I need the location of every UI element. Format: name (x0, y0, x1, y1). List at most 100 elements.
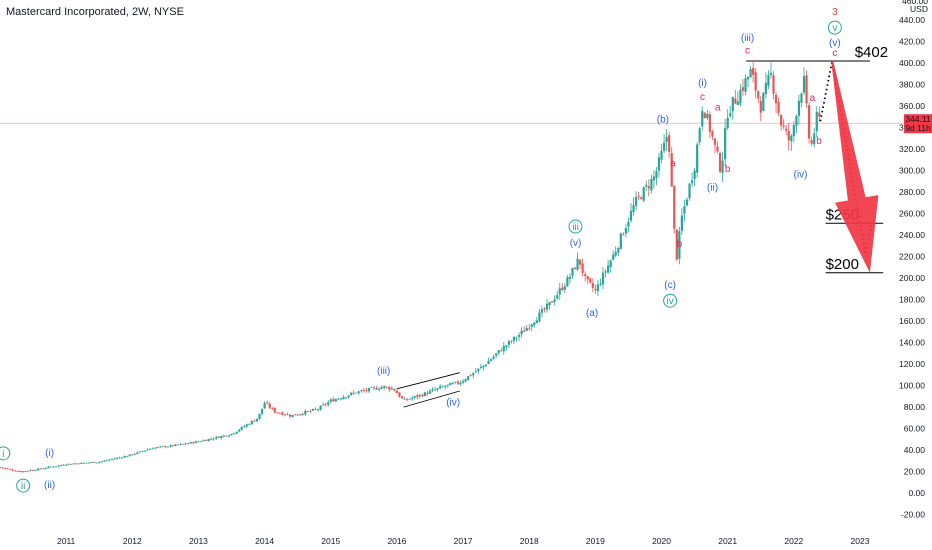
candle-body (235, 431, 238, 434)
candle-body (439, 386, 442, 389)
candle-body (357, 391, 360, 394)
candle-body (6, 468, 9, 470)
candle-body (632, 205, 635, 212)
candle-body (652, 176, 656, 181)
candle-body (151, 448, 154, 450)
y-tick-label: 240.00 (899, 230, 925, 240)
candle-body (754, 72, 757, 91)
candle-body (67, 463, 70, 465)
y-tick-label: -20.00 (901, 510, 925, 520)
candle-body (642, 187, 645, 201)
candle-body (423, 392, 427, 397)
candle-body (141, 451, 144, 452)
candle-body (701, 111, 704, 127)
candle-body (706, 113, 709, 119)
candle-body (495, 353, 498, 356)
candle-body (309, 410, 312, 412)
candle-body (634, 196, 638, 206)
x-tick-label: 2018 (520, 536, 539, 546)
candle-body (52, 466, 55, 468)
candle-body (538, 312, 541, 322)
candle-body (215, 436, 218, 439)
candle-body (65, 464, 68, 466)
candle-body (657, 157, 661, 171)
wave-label: b (725, 164, 731, 175)
y-tick-label: 260.00 (899, 209, 925, 219)
y-tick-label: 20.00 (904, 467, 926, 477)
wave-label: i (2, 449, 4, 460)
candle-body (238, 429, 241, 432)
candle-body (278, 413, 281, 414)
candle-body (604, 271, 607, 273)
candle-body (601, 272, 605, 285)
candle-body (258, 413, 261, 419)
candle-body (44, 468, 47, 469)
candle-body (489, 359, 493, 361)
candle-body (492, 356, 495, 359)
candle-body (545, 303, 549, 310)
candle-body (9, 468, 12, 470)
candle-body (408, 398, 411, 400)
x-tick-label: 2011 (57, 536, 76, 546)
wave-label: (a) (586, 308, 598, 319)
candle-body (75, 463, 78, 465)
candle-body (566, 277, 569, 287)
candle-body (260, 408, 264, 414)
candle-body (98, 462, 101, 463)
candle-body (339, 398, 343, 400)
candle-body (217, 436, 220, 438)
wave-label-circle (663, 293, 678, 308)
candle-body (523, 330, 526, 332)
x-tick-label: 2020 (652, 536, 671, 546)
candle-body (306, 411, 309, 412)
candle-body (418, 394, 421, 397)
y-tick-label: 380.00 (899, 80, 925, 90)
candle-body (543, 308, 546, 310)
candle-body (467, 376, 470, 380)
candle-body (591, 283, 594, 289)
y-tick-label: 420.00 (899, 37, 925, 47)
level-label: $402 (855, 44, 888, 61)
candle-body (177, 444, 180, 446)
wave-label: c (832, 48, 837, 59)
candle-body (314, 409, 317, 411)
y-tick-label: 0.00 (908, 488, 925, 498)
candle-body (232, 433, 236, 435)
candle-body (749, 69, 752, 78)
candle-body (792, 125, 795, 137)
candle-body (128, 454, 131, 457)
candle-body (528, 327, 531, 329)
candle-body (741, 87, 745, 91)
candle-body (171, 445, 175, 447)
y-tick-label: 280.00 (899, 187, 925, 197)
candle-body (187, 443, 190, 445)
candle-body (744, 78, 747, 92)
candle-body (690, 180, 694, 184)
candle-body (283, 414, 287, 416)
candle-body (500, 350, 503, 352)
candle-body (662, 142, 666, 151)
candle-body (375, 388, 378, 390)
candle-body (586, 276, 589, 280)
projection (819, 60, 879, 273)
candle-body (291, 414, 294, 417)
candle-body (85, 462, 88, 464)
candle-body (207, 438, 210, 442)
candle-body (729, 113, 732, 117)
candle-body (372, 387, 376, 389)
candle-body (220, 436, 223, 438)
candle-body (800, 93, 803, 103)
candle-body (337, 398, 340, 400)
wave-label: (iv) (794, 169, 808, 180)
candle-body (204, 440, 208, 442)
candle-body (558, 288, 561, 295)
candle-body (645, 184, 648, 187)
candle-body (82, 462, 86, 464)
candle-body (767, 75, 770, 86)
candle-body (617, 247, 620, 253)
y-tick-label: 180.00 (899, 295, 925, 305)
candle-body (510, 341, 513, 342)
candle-body (296, 414, 299, 416)
